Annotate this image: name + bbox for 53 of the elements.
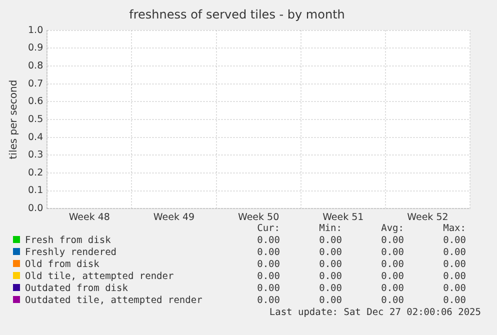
text: 0.00 xyxy=(256,259,280,271)
text: Last update: Sat Dec 27 02:00:06 2025 xyxy=(269,307,481,318)
y-tick-label: 0.9 xyxy=(28,42,44,54)
text: Min: xyxy=(318,223,342,235)
text: 0.00 xyxy=(318,259,342,271)
text: 0.00 xyxy=(380,247,404,259)
text: 0.00 xyxy=(442,235,466,247)
legend-label: Freshly rendered xyxy=(24,247,118,259)
y-tick-label: 0.6 xyxy=(28,96,44,108)
text: 0.00 xyxy=(380,283,404,295)
text: 0.00 xyxy=(442,271,466,283)
x-tick-label: Week 48 xyxy=(68,212,110,223)
text: Max: xyxy=(442,223,466,235)
text: 0.00 xyxy=(318,295,342,307)
y-tick-label: 0.7 xyxy=(28,78,44,90)
text: 0.00 xyxy=(256,271,280,283)
y-tick-label: 0.1 xyxy=(28,185,44,196)
x-tick-label: Week 51 xyxy=(322,212,364,223)
text: 0.00 xyxy=(442,247,466,259)
text: 0.00 xyxy=(256,235,280,247)
text: 0.00 xyxy=(380,259,404,271)
y-tick-label: 1.0 xyxy=(28,24,44,36)
text: 0.00 xyxy=(256,283,280,295)
x-tick-label: Week 49 xyxy=(153,212,195,223)
text: 0.00 xyxy=(318,283,342,295)
y-tick-label: 0.4 xyxy=(28,132,44,143)
text: 0.00 xyxy=(256,247,280,259)
text: 0.00 xyxy=(318,247,342,259)
text: 0.00 xyxy=(318,271,342,283)
legend-label: Fresh from disk xyxy=(24,235,112,247)
text: 0.00 xyxy=(380,295,404,307)
y-tick-label: 0.8 xyxy=(28,60,44,72)
chart-title: freshness of served tiles - by month xyxy=(129,7,345,22)
legend-label: Old from disk xyxy=(24,259,100,271)
text: 0.00 xyxy=(442,283,466,295)
text: Avg: xyxy=(380,223,404,235)
text: 0.00 xyxy=(318,235,342,247)
legend-label: Outdated from disk xyxy=(24,283,129,295)
text: 0.00 xyxy=(442,295,466,307)
text: 0.00 xyxy=(380,235,404,247)
y-axis-title: tiles per second xyxy=(8,80,20,160)
y-tick-label: 0.3 xyxy=(28,150,44,161)
legend-label: Outdated tile, attempted render xyxy=(24,295,204,307)
x-tick-label: Week 52 xyxy=(407,212,448,223)
text: 0.00 xyxy=(380,271,404,283)
text: 0.00 xyxy=(256,295,280,307)
legend-label: Old tile, attempted render xyxy=(24,271,175,283)
y-tick-label: 0.5 xyxy=(28,114,44,125)
y-tick-label: 0.2 xyxy=(28,167,44,178)
x-tick-label: Week 50 xyxy=(238,212,280,223)
y-tick-label: 0.0 xyxy=(28,203,44,214)
text: Cur: xyxy=(256,223,280,235)
text: 0.00 xyxy=(442,259,466,271)
